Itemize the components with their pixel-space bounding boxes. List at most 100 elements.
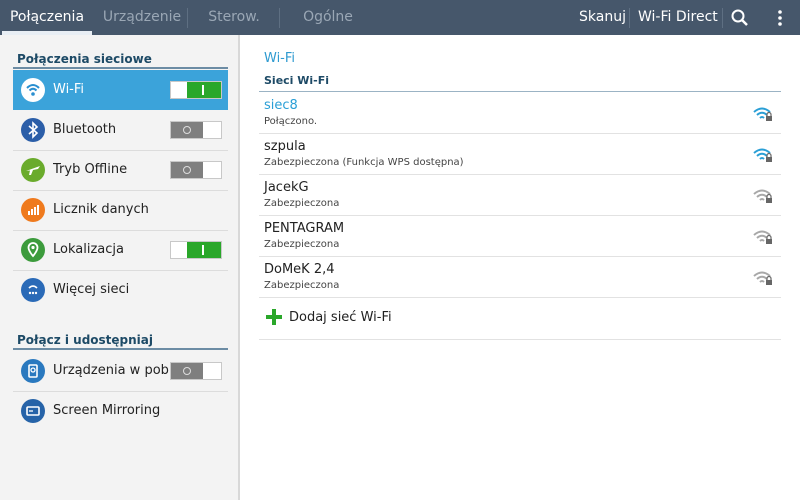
content-subtitle: Sieci Wi-Fi bbox=[264, 74, 330, 87]
item-divider bbox=[13, 190, 228, 191]
network-row[interactable] bbox=[259, 175, 781, 215]
toggle-knob bbox=[202, 85, 204, 95]
menu-item[interactable]: Licznik danych bbox=[13, 190, 228, 230]
item-divider bbox=[13, 270, 228, 271]
network-row[interactable] bbox=[259, 93, 781, 133]
section-title: Połącz i udostępniaj bbox=[17, 333, 154, 347]
network-name: szpula bbox=[264, 139, 306, 154]
icon-glyph bbox=[26, 406, 40, 416]
menu-label: Screen Mirroring bbox=[53, 403, 161, 418]
icon-glyph bbox=[26, 166, 40, 175]
wifi-signal-icon bbox=[752, 228, 774, 250]
icon-glyph bbox=[26, 84, 40, 96]
row-divider bbox=[259, 215, 781, 216]
search-icon-svg bbox=[731, 9, 748, 26]
network-status: Zabezpieczona (Funkcja WPS dostępna) bbox=[264, 157, 464, 168]
menu-label: Urządzenia w pobl bbox=[53, 363, 171, 378]
row-divider bbox=[259, 339, 781, 340]
add-network[interactable]: Dodaj sieć Wi-Fi bbox=[289, 310, 392, 325]
toggle-switch[interactable] bbox=[170, 121, 222, 139]
network-name: PENTAGRAM bbox=[264, 221, 345, 236]
wifi-signal-icon-svg bbox=[753, 148, 772, 162]
section-divider bbox=[13, 67, 228, 69]
toggle-switch[interactable] bbox=[170, 81, 222, 99]
menu-item[interactable]: Więcej sieci bbox=[13, 270, 228, 310]
section-title: Połączenia sieciowe bbox=[17, 52, 152, 66]
network-name: JacekG bbox=[264, 180, 309, 195]
toggle-knob bbox=[183, 166, 191, 174]
toggle-switch[interactable] bbox=[170, 362, 222, 380]
sidebar bbox=[0, 35, 240, 500]
wifi-signal-icon-svg bbox=[753, 230, 772, 244]
item-divider bbox=[13, 391, 228, 392]
item-divider bbox=[13, 230, 228, 231]
tab-separator bbox=[279, 8, 280, 28]
icon-glyph bbox=[28, 121, 39, 139]
toggle-track-on bbox=[187, 242, 221, 258]
toggle-knob bbox=[202, 245, 204, 255]
network-status: Zabezpieczona bbox=[264, 280, 340, 291]
row-divider bbox=[259, 256, 781, 257]
row-divider bbox=[259, 174, 781, 175]
network-row[interactable] bbox=[259, 257, 781, 297]
section-divider bbox=[13, 348, 228, 350]
menu-label: Lokalizacja bbox=[53, 242, 124, 257]
network-name: siec8 bbox=[264, 98, 298, 113]
network-row[interactable] bbox=[259, 134, 781, 174]
action-separator bbox=[722, 8, 723, 28]
tab-separator bbox=[187, 8, 188, 28]
item-divider bbox=[13, 150, 228, 151]
icon-glyph bbox=[28, 364, 38, 378]
network-status: Zabezpieczona bbox=[264, 198, 340, 209]
menu-item[interactable]: Lokalizacja bbox=[13, 230, 228, 270]
menu-item[interactable]: Bluetooth bbox=[13, 110, 228, 150]
action-separator bbox=[629, 8, 630, 28]
add-icon-svg bbox=[266, 309, 282, 325]
tab[interactable]: Ogólne bbox=[303, 9, 353, 25]
toggle-track-on bbox=[187, 82, 221, 98]
tab[interactable]: Połączenia bbox=[9, 9, 85, 25]
network-status: Połączono. bbox=[264, 116, 318, 127]
overflow-menu-svg bbox=[778, 10, 782, 26]
network-status: Zabezpieczona bbox=[264, 239, 340, 250]
menu-icon bbox=[21, 359, 45, 383]
menu-icon bbox=[21, 399, 45, 423]
action-button[interactable]: Wi-Fi Direct bbox=[638, 9, 718, 25]
toggle-knob bbox=[183, 126, 191, 134]
menu-icon bbox=[21, 158, 45, 182]
add-icon[interactable] bbox=[265, 308, 283, 330]
wifi-signal-icon-svg bbox=[753, 107, 772, 121]
icon-glyph bbox=[28, 285, 38, 295]
action-button[interactable]: Skanuj bbox=[579, 9, 626, 25]
wifi-signal-icon-svg bbox=[753, 189, 772, 203]
wifi-signal-icon bbox=[752, 105, 774, 127]
menu-item[interactable]: Tryb Offline bbox=[13, 150, 228, 190]
row-divider bbox=[259, 133, 781, 134]
tab[interactable]: Urządzenie bbox=[102, 9, 182, 25]
overflow-menu[interactable] bbox=[776, 8, 784, 32]
menu-icon bbox=[21, 238, 45, 262]
toggle-knob bbox=[183, 367, 191, 375]
wifi-signal-icon bbox=[752, 146, 774, 168]
menu-icon bbox=[21, 78, 45, 102]
icon-glyph bbox=[28, 205, 39, 215]
toggle-switch[interactable] bbox=[170, 161, 222, 179]
menu-icon bbox=[21, 118, 45, 142]
tab-underline bbox=[2, 31, 92, 35]
toggle-switch[interactable] bbox=[170, 241, 222, 259]
top-bar bbox=[0, 0, 800, 35]
tab[interactable]: Sterow. bbox=[208, 9, 260, 25]
wifi-signal-icon bbox=[752, 187, 774, 209]
menu-label: Tryb Offline bbox=[53, 162, 128, 177]
content-divider bbox=[259, 91, 781, 92]
menu-icon bbox=[21, 278, 45, 302]
icon-glyph bbox=[27, 242, 39, 258]
menu-item[interactable]: Wi-Fi bbox=[13, 70, 228, 110]
menu-label: Więcej sieci bbox=[53, 282, 130, 297]
menu-item[interactable]: Urządzenia w pobl bbox=[13, 351, 228, 391]
search-icon[interactable] bbox=[730, 8, 750, 32]
menu-label: Wi-Fi bbox=[53, 82, 85, 97]
menu-item[interactable]: Screen Mirroring bbox=[13, 391, 228, 431]
wifi-signal-icon-svg bbox=[753, 271, 772, 285]
